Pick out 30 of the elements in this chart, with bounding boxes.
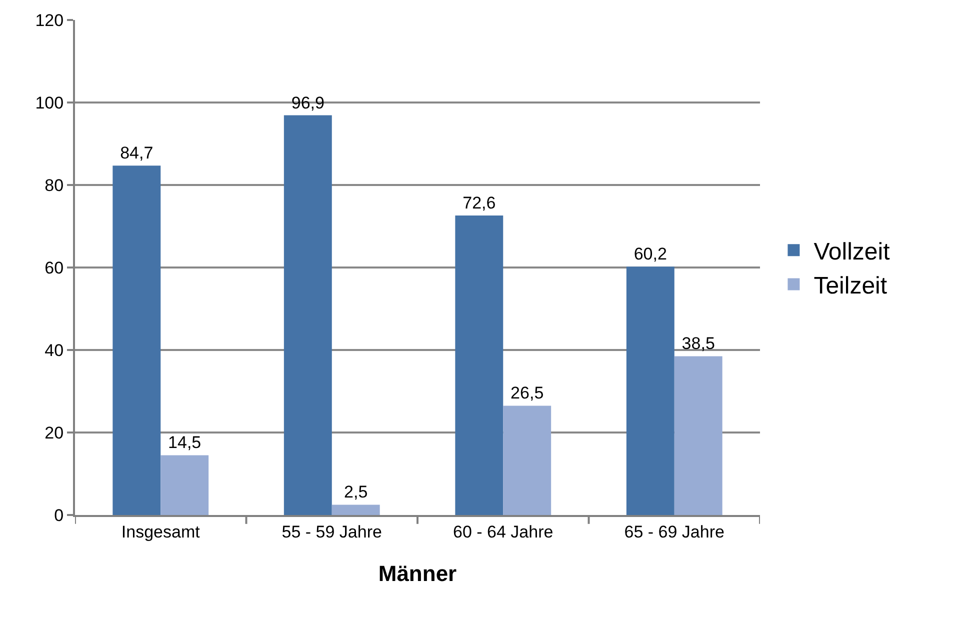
y-tick-label: 40 bbox=[44, 340, 64, 360]
data-label: 38,5 bbox=[682, 334, 715, 354]
bar bbox=[284, 115, 332, 515]
data-label: 26,5 bbox=[510, 384, 544, 403]
y-tick-label: 60 bbox=[44, 258, 64, 278]
y-tick-label: 0 bbox=[54, 506, 64, 525]
data-label: 60,2 bbox=[634, 244, 667, 264]
x-tick-label: 65 - 69 Jahre bbox=[624, 522, 724, 542]
bar bbox=[626, 266, 674, 515]
legend-label: Vollzeit bbox=[814, 238, 890, 266]
bar bbox=[503, 406, 552, 515]
y-tick-label: 80 bbox=[44, 176, 64, 195]
x-tick-label: 60 - 64 Jahre bbox=[453, 522, 554, 542]
x-tick-label: Insgesamt bbox=[121, 522, 200, 542]
data-label: 2,5 bbox=[344, 482, 368, 502]
x-axis-title: Männer bbox=[378, 560, 458, 586]
bar bbox=[112, 166, 161, 515]
data-label: 14,5 bbox=[168, 433, 202, 452]
y-tick-label: 20 bbox=[44, 423, 64, 442]
x-tick-label: 55 - 59 Jahre bbox=[282, 522, 382, 542]
data-label: 84,7 bbox=[120, 144, 154, 163]
bar bbox=[674, 356, 722, 515]
y-tick-label: 120 bbox=[35, 10, 64, 30]
bar bbox=[332, 504, 380, 515]
data-label: 72,6 bbox=[462, 194, 496, 213]
y-tick-label: 100 bbox=[35, 93, 64, 112]
bar bbox=[455, 216, 504, 515]
bar bbox=[160, 455, 209, 515]
legend-label: Teilzeit bbox=[814, 272, 888, 300]
data-label: 96,9 bbox=[291, 93, 324, 112]
